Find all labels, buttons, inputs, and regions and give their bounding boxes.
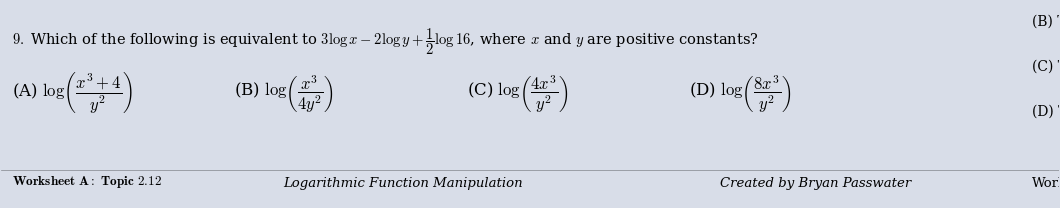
Text: Workshe: Workshe (1032, 177, 1060, 190)
Text: (C) The g: (C) The g (1032, 60, 1060, 74)
Text: (B) $\log\!\left(\dfrac{x^3}{4y^2}\right)$: (B) $\log\!\left(\dfrac{x^3}{4y^2}\right… (234, 73, 334, 115)
Text: (D) The g: (D) The g (1032, 105, 1060, 119)
Text: (D) $\log\!\left(\dfrac{8x^3}{y^2}\right)$: (D) $\log\!\left(\dfrac{8x^3}{y^2}\right… (689, 73, 791, 115)
Text: (B) The g: (B) The g (1032, 15, 1060, 29)
Text: $\bf{Worksheet\ A:\ Topic\ 2.12}$: $\bf{Worksheet\ A:\ Topic\ 2.12}$ (12, 174, 162, 190)
Text: (A) $\log\!\left(\dfrac{x^3+4}{y^2}\right)$: (A) $\log\!\left(\dfrac{x^3+4}{y^2}\righ… (12, 71, 132, 116)
Text: $\mathbf{9.}$ Which of the following is equivalent to $3\log x-2\log y+\dfrac{1}: $\mathbf{9.}$ Which of the following is … (12, 26, 759, 57)
Text: Created by Bryan Passwater: Created by Bryan Passwater (721, 177, 912, 190)
Text: Logarithmic Function Manipulation: Logarithmic Function Manipulation (283, 177, 523, 190)
Text: (C) $\log\!\left(\dfrac{4x^3}{y^2}\right)$: (C) $\log\!\left(\dfrac{4x^3}{y^2}\right… (466, 73, 568, 115)
